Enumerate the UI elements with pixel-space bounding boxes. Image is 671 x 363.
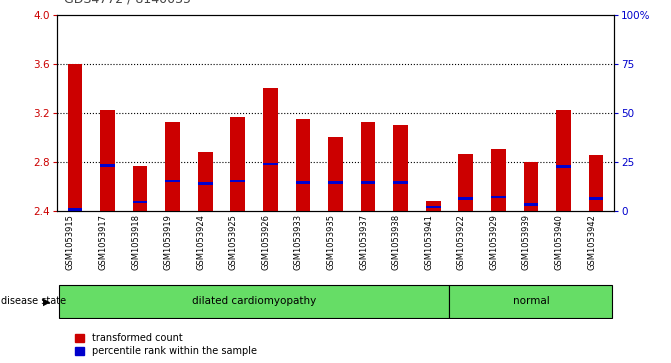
Bar [556,165,571,168]
Bar [68,208,83,211]
Text: GSM1053919: GSM1053919 [164,214,172,270]
Bar [426,201,441,211]
Text: GSM1053915: GSM1053915 [66,214,75,270]
Text: GSM1053929: GSM1053929 [489,214,499,270]
Bar [133,201,148,203]
Legend: transformed count, percentile rank within the sample: transformed count, percentile rank withi… [75,333,257,356]
Text: disease state: disease state [1,296,66,306]
Bar [198,152,213,211]
Bar [230,180,245,183]
Bar [58,285,450,318]
Bar [491,196,506,199]
Text: GSM1053925: GSM1053925 [229,214,238,270]
Bar [100,164,115,167]
Bar [523,162,538,211]
Bar [133,166,148,211]
Text: dilated cardiomyopathy: dilated cardiomyopathy [192,295,316,306]
Bar [165,180,180,183]
Bar [426,205,441,208]
Text: GDS4772 / 8140035: GDS4772 / 8140035 [64,0,191,5]
Bar [328,181,343,184]
Bar [588,155,603,211]
Bar [450,285,613,318]
Text: GSM1053918: GSM1053918 [131,214,140,270]
Text: GSM1053917: GSM1053917 [99,214,107,270]
Bar [230,118,245,211]
Bar [296,181,310,184]
Text: GSM1053941: GSM1053941 [424,214,433,270]
Text: GSM1053938: GSM1053938 [392,214,401,270]
Bar [393,125,408,211]
Text: normal: normal [513,295,550,306]
Bar [263,163,278,165]
Bar [100,110,115,211]
Text: GSM1053926: GSM1053926 [262,214,270,270]
Bar [361,181,375,184]
Text: GSM1053939: GSM1053939 [522,214,531,270]
Text: GSM1053940: GSM1053940 [554,214,564,270]
Bar [165,122,180,211]
Bar [198,182,213,185]
Bar [328,137,343,211]
Bar [361,122,375,211]
Bar [523,203,538,206]
Bar [68,64,83,211]
Text: GSM1053942: GSM1053942 [587,214,596,270]
Bar [393,181,408,184]
Bar [491,149,506,211]
Bar [556,110,571,211]
Bar [296,119,310,211]
Bar [263,88,278,211]
Bar [458,154,473,211]
Bar [458,197,473,200]
Bar [588,197,603,200]
Text: GSM1053937: GSM1053937 [359,214,368,270]
Text: GSM1053935: GSM1053935 [327,214,336,270]
Text: GSM1053922: GSM1053922 [457,214,466,270]
Text: ▶: ▶ [43,296,50,306]
Text: GSM1053924: GSM1053924 [196,214,205,270]
Text: GSM1053933: GSM1053933 [294,214,303,270]
